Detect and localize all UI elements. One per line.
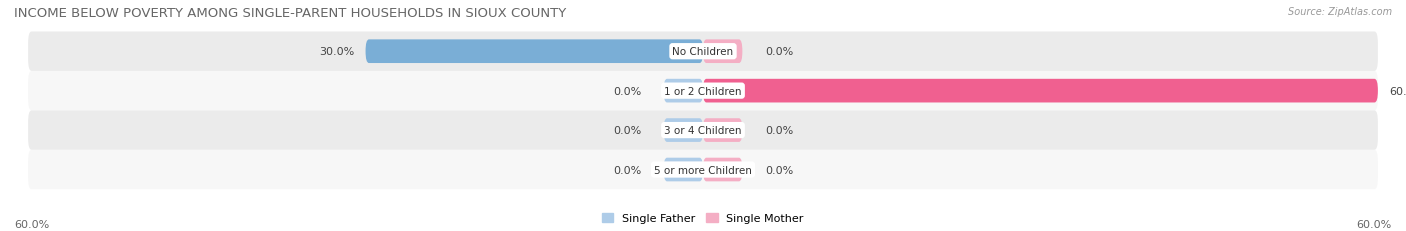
- Text: 0.0%: 0.0%: [613, 86, 641, 96]
- Text: 60.0%: 60.0%: [1357, 219, 1392, 229]
- Text: 30.0%: 30.0%: [319, 47, 354, 57]
- Text: 0.0%: 0.0%: [765, 165, 793, 175]
- Text: 60.0%: 60.0%: [14, 219, 49, 229]
- FancyBboxPatch shape: [366, 40, 703, 64]
- Legend: Single Father, Single Mother: Single Father, Single Mother: [598, 209, 808, 228]
- FancyBboxPatch shape: [664, 79, 703, 103]
- Text: 0.0%: 0.0%: [613, 125, 641, 136]
- Text: INCOME BELOW POVERTY AMONG SINGLE-PARENT HOUSEHOLDS IN SIOUX COUNTY: INCOME BELOW POVERTY AMONG SINGLE-PARENT…: [14, 7, 567, 20]
- Text: 1 or 2 Children: 1 or 2 Children: [664, 86, 742, 96]
- FancyBboxPatch shape: [664, 119, 703, 142]
- Text: 5 or more Children: 5 or more Children: [654, 165, 752, 175]
- FancyBboxPatch shape: [28, 150, 1378, 189]
- FancyBboxPatch shape: [28, 111, 1378, 150]
- FancyBboxPatch shape: [28, 32, 1378, 72]
- Text: 3 or 4 Children: 3 or 4 Children: [664, 125, 742, 136]
- Text: Source: ZipAtlas.com: Source: ZipAtlas.com: [1288, 7, 1392, 17]
- FancyBboxPatch shape: [703, 158, 742, 182]
- Text: 0.0%: 0.0%: [765, 47, 793, 57]
- FancyBboxPatch shape: [703, 119, 742, 142]
- FancyBboxPatch shape: [664, 158, 703, 182]
- Text: No Children: No Children: [672, 47, 734, 57]
- Text: 0.0%: 0.0%: [613, 165, 641, 175]
- Text: 60.0%: 60.0%: [1389, 86, 1406, 96]
- Text: 0.0%: 0.0%: [765, 125, 793, 136]
- FancyBboxPatch shape: [703, 40, 742, 64]
- FancyBboxPatch shape: [703, 79, 1378, 103]
- FancyBboxPatch shape: [28, 72, 1378, 111]
